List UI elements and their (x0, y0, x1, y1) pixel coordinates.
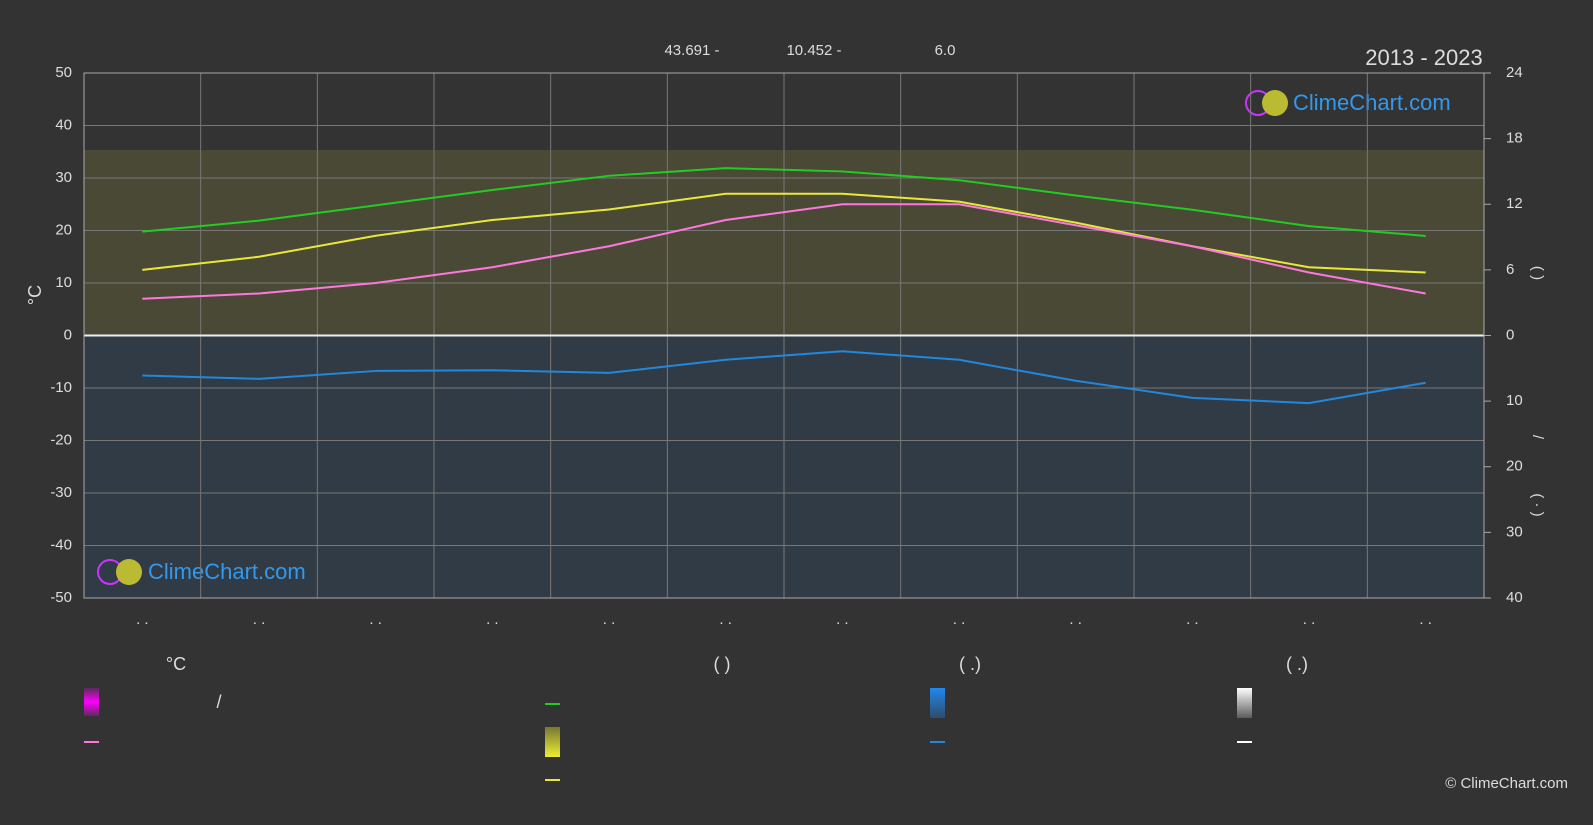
legend-header: ( .) (1286, 654, 1308, 674)
y-tick-label: -50 (50, 589, 72, 606)
legend-header: ( ) (714, 654, 731, 674)
legend-swatch (1237, 688, 1252, 718)
y-tick-label: 30 (55, 169, 72, 186)
y3-tick-label: 20 (1506, 458, 1523, 475)
y3-tick-label: 30 (1506, 523, 1523, 540)
y2-tick-label: 6 (1506, 261, 1514, 278)
y2-axis-label: ( ) (1529, 266, 1546, 280)
legend-swatch (84, 688, 99, 716)
copyright: © ClimeChart.com (1445, 775, 1568, 792)
series-line (142, 350, 1426, 405)
x-tick-label: . . (603, 611, 616, 628)
x-tick-label: . . (1186, 611, 1199, 628)
x-tick-label: . . (1069, 611, 1082, 628)
x-tick-label: . . (486, 611, 499, 628)
header-value: 43.691 - (664, 42, 719, 59)
header-value: 6.0 (935, 42, 956, 59)
x-tick-label: . . (369, 611, 382, 628)
y-tick-label: 40 (55, 116, 72, 133)
y-tick-label: -10 (50, 379, 72, 396)
y-tick-label: -20 (50, 431, 72, 448)
y2-tick-label: 18 (1506, 130, 1523, 147)
y-tick-label: -30 (50, 484, 72, 501)
x-tick-label: . . (1419, 611, 1432, 628)
x-tick-label: . . (1303, 611, 1316, 628)
x-tick-label: . . (719, 611, 732, 628)
legend-swatch (545, 727, 560, 757)
logo-icon (116, 559, 142, 585)
y-axis-label: °C (25, 285, 45, 305)
y-tick-label: 20 (55, 221, 72, 238)
logo: ClimeChart.com (1245, 90, 1451, 116)
header-value: 10.452 - (786, 42, 841, 59)
x-tick-label: . . (136, 611, 149, 628)
y-tick-label: 0 (64, 326, 72, 343)
plot-frame (83, 72, 1485, 599)
logo-icon (1262, 90, 1288, 116)
y3-axis-label: / (1529, 435, 1546, 440)
y3-tick-label: 40 (1506, 589, 1523, 606)
logo-text: ClimeChart.com (148, 559, 306, 584)
legend-text: / (216, 692, 221, 712)
series-line (142, 167, 1426, 237)
legend-header: °C (166, 654, 186, 674)
x-tick-label: . . (953, 611, 966, 628)
y2-tick-label: 0 (1506, 326, 1514, 343)
logo: ClimeChart.com (97, 559, 306, 585)
x-tick-label: . . (836, 611, 849, 628)
legend-header: ( .) (959, 654, 981, 674)
logo-text: ClimeChart.com (1293, 90, 1451, 115)
y-tick-label: 10 (55, 274, 72, 291)
y2-tick-label: 12 (1506, 195, 1523, 212)
series-line (142, 203, 1426, 300)
legend-swatch (930, 688, 945, 718)
y-tick-label: -40 (50, 536, 72, 553)
y2-tick-label: 24 (1506, 64, 1523, 81)
y3-tick-label: 10 (1506, 392, 1523, 409)
y-tick-label: 50 (55, 64, 72, 81)
y3-axis-label: ( · ) (1529, 493, 1546, 516)
x-tick-label: . . (253, 611, 266, 628)
chart-title: 2013 - 2023 (1365, 45, 1482, 70)
